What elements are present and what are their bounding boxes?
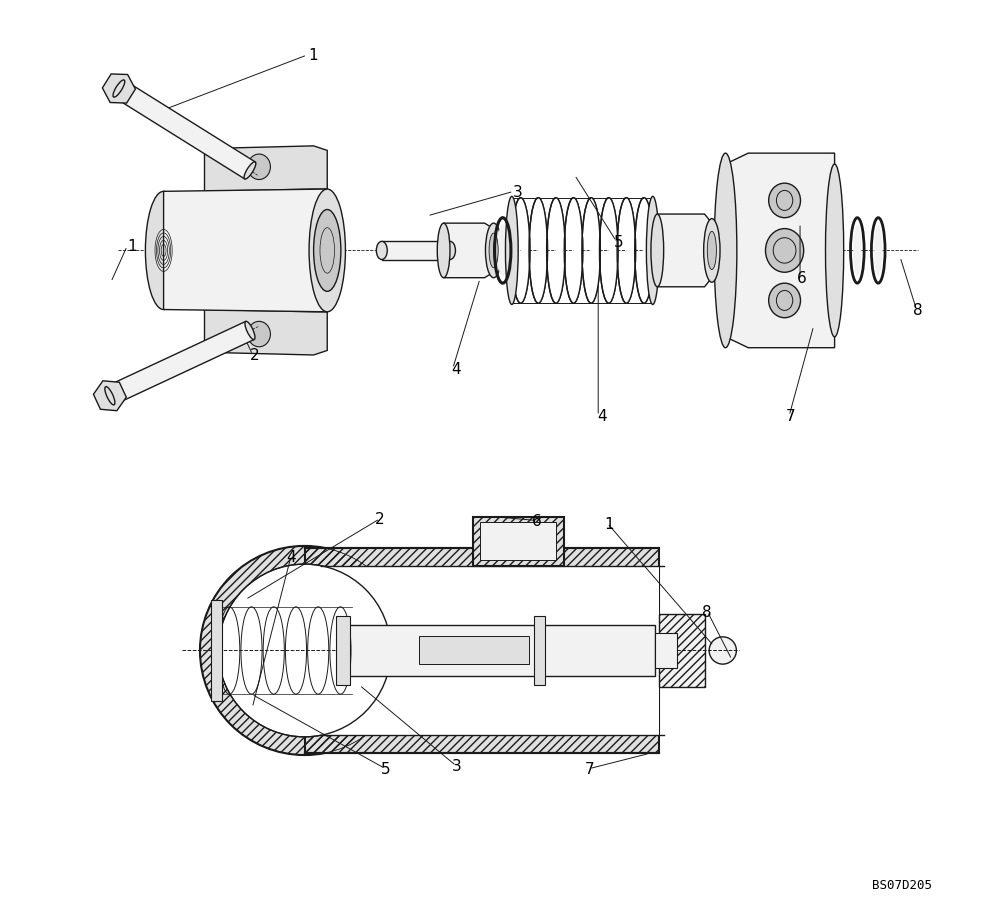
Ellipse shape bbox=[309, 189, 345, 312]
Polygon shape bbox=[382, 242, 450, 261]
Polygon shape bbox=[211, 600, 222, 701]
Text: 8: 8 bbox=[702, 604, 712, 619]
Ellipse shape bbox=[489, 234, 498, 269]
Ellipse shape bbox=[376, 242, 387, 261]
Ellipse shape bbox=[704, 220, 720, 283]
Ellipse shape bbox=[776, 292, 793, 311]
Text: 7: 7 bbox=[584, 762, 594, 776]
Polygon shape bbox=[205, 147, 327, 192]
Polygon shape bbox=[655, 633, 677, 669]
Polygon shape bbox=[657, 215, 712, 288]
Polygon shape bbox=[205, 310, 327, 355]
Polygon shape bbox=[164, 189, 327, 312]
Text: 2: 2 bbox=[375, 512, 385, 527]
Ellipse shape bbox=[244, 162, 256, 179]
Text: 4: 4 bbox=[452, 362, 461, 377]
Ellipse shape bbox=[853, 226, 861, 277]
Ellipse shape bbox=[505, 197, 518, 305]
Polygon shape bbox=[659, 614, 705, 687]
Polygon shape bbox=[305, 548, 659, 753]
Polygon shape bbox=[609, 199, 618, 304]
Ellipse shape bbox=[651, 215, 664, 288]
Text: 5: 5 bbox=[381, 762, 390, 776]
Ellipse shape bbox=[145, 192, 182, 310]
Polygon shape bbox=[644, 199, 653, 304]
Ellipse shape bbox=[485, 224, 502, 279]
Polygon shape bbox=[93, 382, 126, 411]
Text: 1: 1 bbox=[127, 239, 137, 254]
Polygon shape bbox=[419, 637, 529, 665]
Ellipse shape bbox=[874, 226, 882, 277]
Ellipse shape bbox=[769, 184, 800, 219]
Ellipse shape bbox=[497, 225, 508, 278]
Ellipse shape bbox=[709, 637, 736, 664]
Polygon shape bbox=[444, 224, 494, 279]
Text: 3: 3 bbox=[451, 759, 461, 773]
Polygon shape bbox=[321, 567, 659, 735]
Polygon shape bbox=[725, 154, 835, 348]
Ellipse shape bbox=[113, 81, 125, 98]
Ellipse shape bbox=[646, 197, 659, 305]
Polygon shape bbox=[626, 199, 636, 304]
Polygon shape bbox=[534, 616, 545, 685]
Polygon shape bbox=[473, 517, 564, 567]
Polygon shape bbox=[336, 616, 350, 685]
Ellipse shape bbox=[714, 154, 737, 348]
Ellipse shape bbox=[707, 232, 716, 271]
Ellipse shape bbox=[218, 565, 391, 737]
Polygon shape bbox=[591, 199, 600, 304]
Text: 1: 1 bbox=[309, 48, 318, 64]
Ellipse shape bbox=[248, 322, 270, 347]
Ellipse shape bbox=[314, 210, 341, 292]
Text: 6: 6 bbox=[531, 514, 541, 528]
Ellipse shape bbox=[245, 322, 255, 340]
Ellipse shape bbox=[105, 387, 115, 405]
Text: 5: 5 bbox=[613, 234, 623, 250]
Ellipse shape bbox=[445, 242, 455, 261]
Ellipse shape bbox=[765, 230, 804, 273]
Polygon shape bbox=[480, 523, 556, 561]
Text: 7: 7 bbox=[786, 409, 796, 424]
Text: 1: 1 bbox=[604, 517, 614, 531]
Ellipse shape bbox=[320, 229, 335, 274]
Polygon shape bbox=[102, 75, 135, 104]
Ellipse shape bbox=[776, 191, 793, 211]
Polygon shape bbox=[538, 199, 547, 304]
Text: 2: 2 bbox=[250, 348, 259, 363]
Polygon shape bbox=[106, 322, 254, 405]
Text: 6: 6 bbox=[797, 271, 807, 286]
Polygon shape bbox=[114, 81, 255, 179]
Polygon shape bbox=[573, 199, 583, 304]
Text: 4: 4 bbox=[286, 549, 296, 565]
Ellipse shape bbox=[826, 165, 844, 337]
Ellipse shape bbox=[773, 239, 796, 264]
Ellipse shape bbox=[437, 224, 450, 279]
Polygon shape bbox=[556, 199, 565, 304]
Text: 4: 4 bbox=[597, 409, 607, 424]
Text: 3: 3 bbox=[513, 185, 523, 200]
Text: 8: 8 bbox=[913, 302, 923, 318]
Polygon shape bbox=[521, 199, 530, 304]
Polygon shape bbox=[341, 625, 655, 676]
Ellipse shape bbox=[248, 155, 270, 180]
Ellipse shape bbox=[200, 547, 409, 755]
Text: BS07D205: BS07D205 bbox=[872, 878, 932, 892]
Ellipse shape bbox=[769, 284, 800, 318]
